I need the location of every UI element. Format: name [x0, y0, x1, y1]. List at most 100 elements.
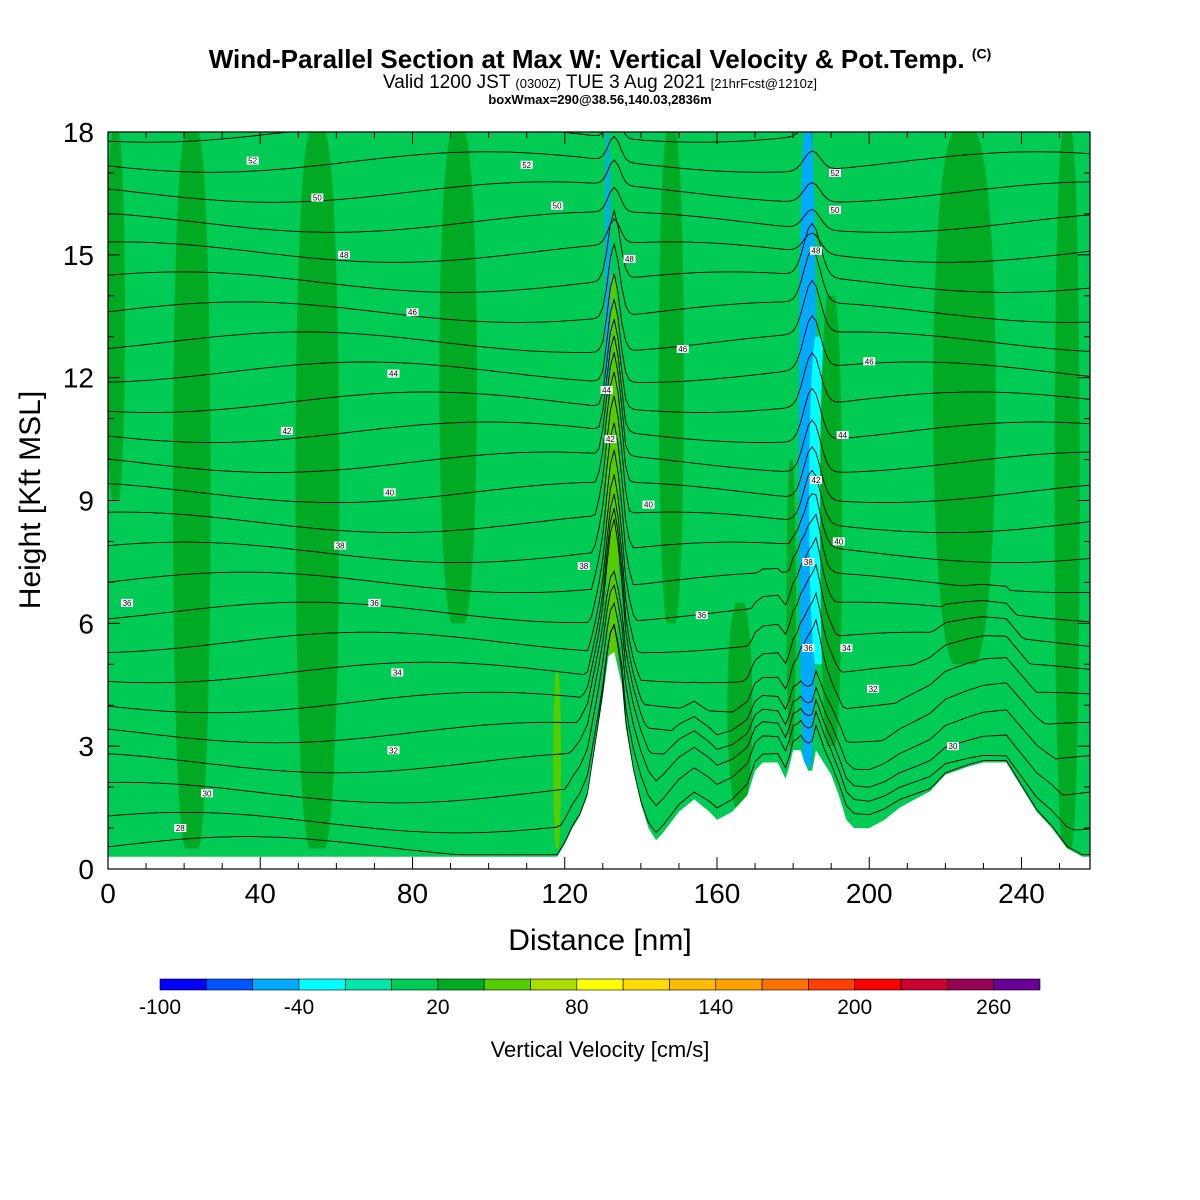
theta-label-text: 50 — [313, 194, 322, 203]
colorbar-swatch — [716, 979, 762, 990]
colorbar-swatch — [206, 979, 252, 990]
theta-label-text: 50 — [831, 206, 840, 215]
theta-label-text: 40 — [385, 488, 394, 497]
cross-section-chart: 28 30 32 34 36 36 38 40 42 44 46 48 50 52 52 50 48 46 44 42… — [0, 0, 1200, 1200]
w-feature — [659, 132, 684, 623]
theta-label: 32 — [867, 685, 879, 694]
y-tick-label: 15 — [63, 240, 94, 271]
x-axis-label: Distance [nm] — [508, 924, 691, 957]
w-feature — [295, 132, 339, 849]
theta-label-text: 30 — [203, 789, 212, 798]
y-axis-label: Height [Kft MSL] — [14, 391, 47, 609]
colorbar-swatch — [392, 979, 438, 990]
theta-label-text: 38 — [579, 562, 588, 571]
y-tick-label: 12 — [63, 363, 94, 394]
theta-label-text: 44 — [389, 370, 398, 379]
x-tick-label: 240 — [998, 878, 1045, 909]
colorbar-swatch — [669, 979, 715, 990]
theta-label-text: 38 — [804, 558, 813, 567]
theta-label-text: 34 — [393, 668, 402, 677]
colorbar-swatch — [438, 979, 484, 990]
colorbar-swatch — [531, 979, 577, 990]
theta-label-text: 52 — [522, 161, 531, 170]
theta-label-text: 44 — [838, 431, 847, 440]
colorbar-swatch — [762, 979, 808, 990]
x-tick-label: 120 — [541, 878, 588, 909]
colorbar-tick-label: 140 — [698, 996, 733, 1019]
theta-label-text: 50 — [553, 202, 562, 211]
colorbar-swatch — [299, 979, 345, 990]
theta-label-text: 46 — [678, 345, 687, 354]
theta-label: 42 — [810, 476, 822, 485]
colorbar-swatch — [253, 979, 299, 990]
colorbar-swatch — [994, 979, 1040, 990]
theta-label-text: 48 — [625, 255, 634, 264]
theta-label-text: 52 — [831, 169, 840, 178]
theta-label: 40 — [833, 537, 845, 546]
theta-label: 38 — [802, 558, 814, 567]
x-tick-label: 40 — [245, 878, 276, 909]
colorbar-tick-label: 260 — [976, 996, 1011, 1019]
colorbar-label: Vertical Velocity [cm/s] — [491, 1037, 710, 1062]
theta-label: 36 — [802, 644, 814, 653]
theta-label: 40 — [384, 488, 396, 497]
theta-label-text: 32 — [389, 746, 398, 755]
theta-label-text: 42 — [606, 435, 615, 444]
x-tick-label: 80 — [397, 878, 428, 909]
w-feature — [439, 132, 477, 623]
theta-label: 32 — [387, 746, 399, 755]
theta-label: 50 — [551, 202, 563, 211]
theta-label-text: 36 — [123, 599, 132, 608]
theta-label-text: 36 — [804, 644, 813, 653]
theta-label: 30 — [201, 789, 213, 798]
theta-label: 48 — [810, 247, 822, 256]
theta-label: 38 — [334, 542, 346, 551]
theta-label-text: 42 — [282, 427, 291, 436]
theta-label-text: 46 — [865, 357, 874, 366]
theta-label: 50 — [311, 194, 323, 203]
theta-label: 46 — [406, 308, 418, 317]
theta-label: 28 — [174, 824, 186, 833]
theta-label: 42 — [281, 427, 293, 436]
x-tick-label: 160 — [694, 878, 741, 909]
y-tick-label: 18 — [63, 117, 94, 148]
colorbar-swatch — [484, 979, 530, 990]
theta-label-text: 28 — [176, 824, 185, 833]
colorbar-tick-label: 80 — [565, 996, 588, 1019]
theta-label: 34 — [840, 644, 852, 653]
colorbar-swatch — [623, 979, 669, 990]
w-feature — [1055, 132, 1080, 849]
theta-label: 52 — [247, 157, 259, 166]
colorbar-swatch — [855, 979, 901, 990]
theta-label: 30 — [947, 742, 959, 751]
w-feature — [106, 132, 125, 501]
y-tick-label: 6 — [78, 608, 94, 639]
theta-label: 42 — [604, 435, 616, 444]
colorbar-tick-label: -40 — [284, 996, 314, 1019]
y-tick-label: 0 — [78, 854, 94, 885]
theta-label: 46 — [863, 357, 875, 366]
x-tick-label: 200 — [846, 878, 893, 909]
plot-area: 28 30 32 34 36 36 38 40 42 44 46 48 50 52 52 50 48 46 44 42… — [106, 113, 1090, 869]
colorbar-tick-label: -100 — [139, 996, 181, 1019]
theta-label: 50 — [829, 206, 841, 215]
colorbar-swatch — [577, 979, 623, 990]
theta-label-text: 40 — [834, 537, 843, 546]
theta-label: 36 — [121, 599, 133, 608]
theta-label-text: 48 — [340, 251, 349, 260]
theta-label: 40 — [642, 501, 654, 510]
theta-label-text: 34 — [842, 644, 851, 653]
theta-label-text: 40 — [644, 501, 653, 510]
theta-label: 44 — [837, 431, 849, 440]
theta-label: 44 — [601, 386, 613, 395]
colorbar: -100 -40 20 80 140 200 260 — [139, 979, 1040, 1019]
theta-label-text: 52 — [248, 157, 257, 166]
theta-label-text: 48 — [812, 247, 821, 256]
colorbar-swatch — [901, 979, 947, 990]
field-layer: 28 30 32 34 36 36 38 40 42 44 46 48 50 52 52 50 48 46 44 42… — [106, 113, 1090, 869]
theta-label: 52 — [829, 169, 841, 178]
colorbar-swatch — [947, 979, 993, 990]
theta-label-text: 46 — [408, 308, 417, 317]
theta-label-text: 42 — [812, 476, 821, 485]
colorbar-swatch — [808, 979, 854, 990]
